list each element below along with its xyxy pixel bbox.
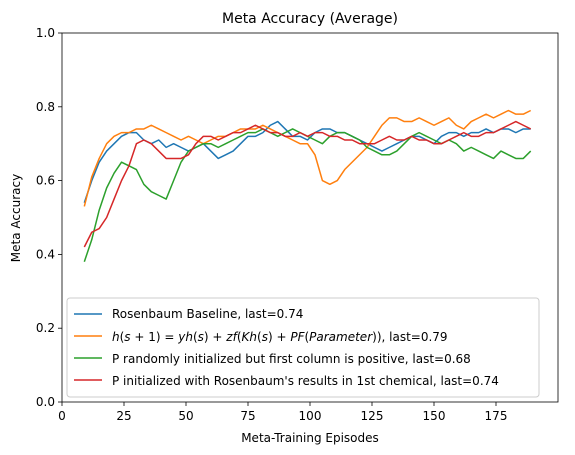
y-tick-label: 0.0 bbox=[36, 395, 55, 409]
legend-entry-4: P initialized with Rosenbaum's results i… bbox=[112, 374, 499, 388]
x-tick-label: 175 bbox=[485, 409, 508, 423]
y-axis-label: Meta Accuracy bbox=[9, 174, 23, 262]
legend-lines bbox=[74, 313, 102, 381]
chart-title: Meta Accuracy (Average) bbox=[222, 11, 398, 27]
series-line-2 bbox=[83, 109, 532, 207]
y-tick-label: 0.6 bbox=[36, 174, 55, 188]
legend-entry-1: Rosenbaum Baseline, last=0.74 bbox=[112, 307, 303, 321]
y-tick-label: 0.4 bbox=[36, 247, 55, 261]
legend: Rosenbaum Baseline, last=0.74 h(s + 1) =… bbox=[66, 297, 540, 398]
series-layer bbox=[83, 109, 532, 263]
x-tick-label: 125 bbox=[361, 409, 384, 423]
legend-box bbox=[66, 297, 540, 398]
ticks-layer: 0 25 50 75 100 125 150 175 0.0 0.2 0.4 0.6 0.8 1.0 bbox=[36, 26, 508, 423]
y-tick-label: 1.0 bbox=[36, 26, 55, 40]
y-tick-label: 0.2 bbox=[36, 321, 55, 335]
x-tick-label: 25 bbox=[116, 409, 131, 423]
series-line-1 bbox=[83, 120, 531, 203]
x-tick-label: 50 bbox=[178, 409, 193, 423]
plot-frame bbox=[61, 32, 559, 403]
x-axis-label: Meta-Training Episodes bbox=[241, 431, 379, 445]
y-tick-label: 0.8 bbox=[36, 100, 55, 114]
x-tick-label: 150 bbox=[423, 409, 446, 423]
x-tick-label: 0 bbox=[58, 409, 66, 423]
legend-entry-3: P randomly initialized but first column … bbox=[112, 352, 471, 366]
x-tick-label: 75 bbox=[240, 409, 255, 423]
series-line-4 bbox=[83, 120, 532, 248]
x-tick-label: 100 bbox=[299, 409, 322, 423]
legend-entry-2: h(s + 1) = yh(s) + zf(Kh(s) + PF(Paramet… bbox=[112, 330, 448, 344]
